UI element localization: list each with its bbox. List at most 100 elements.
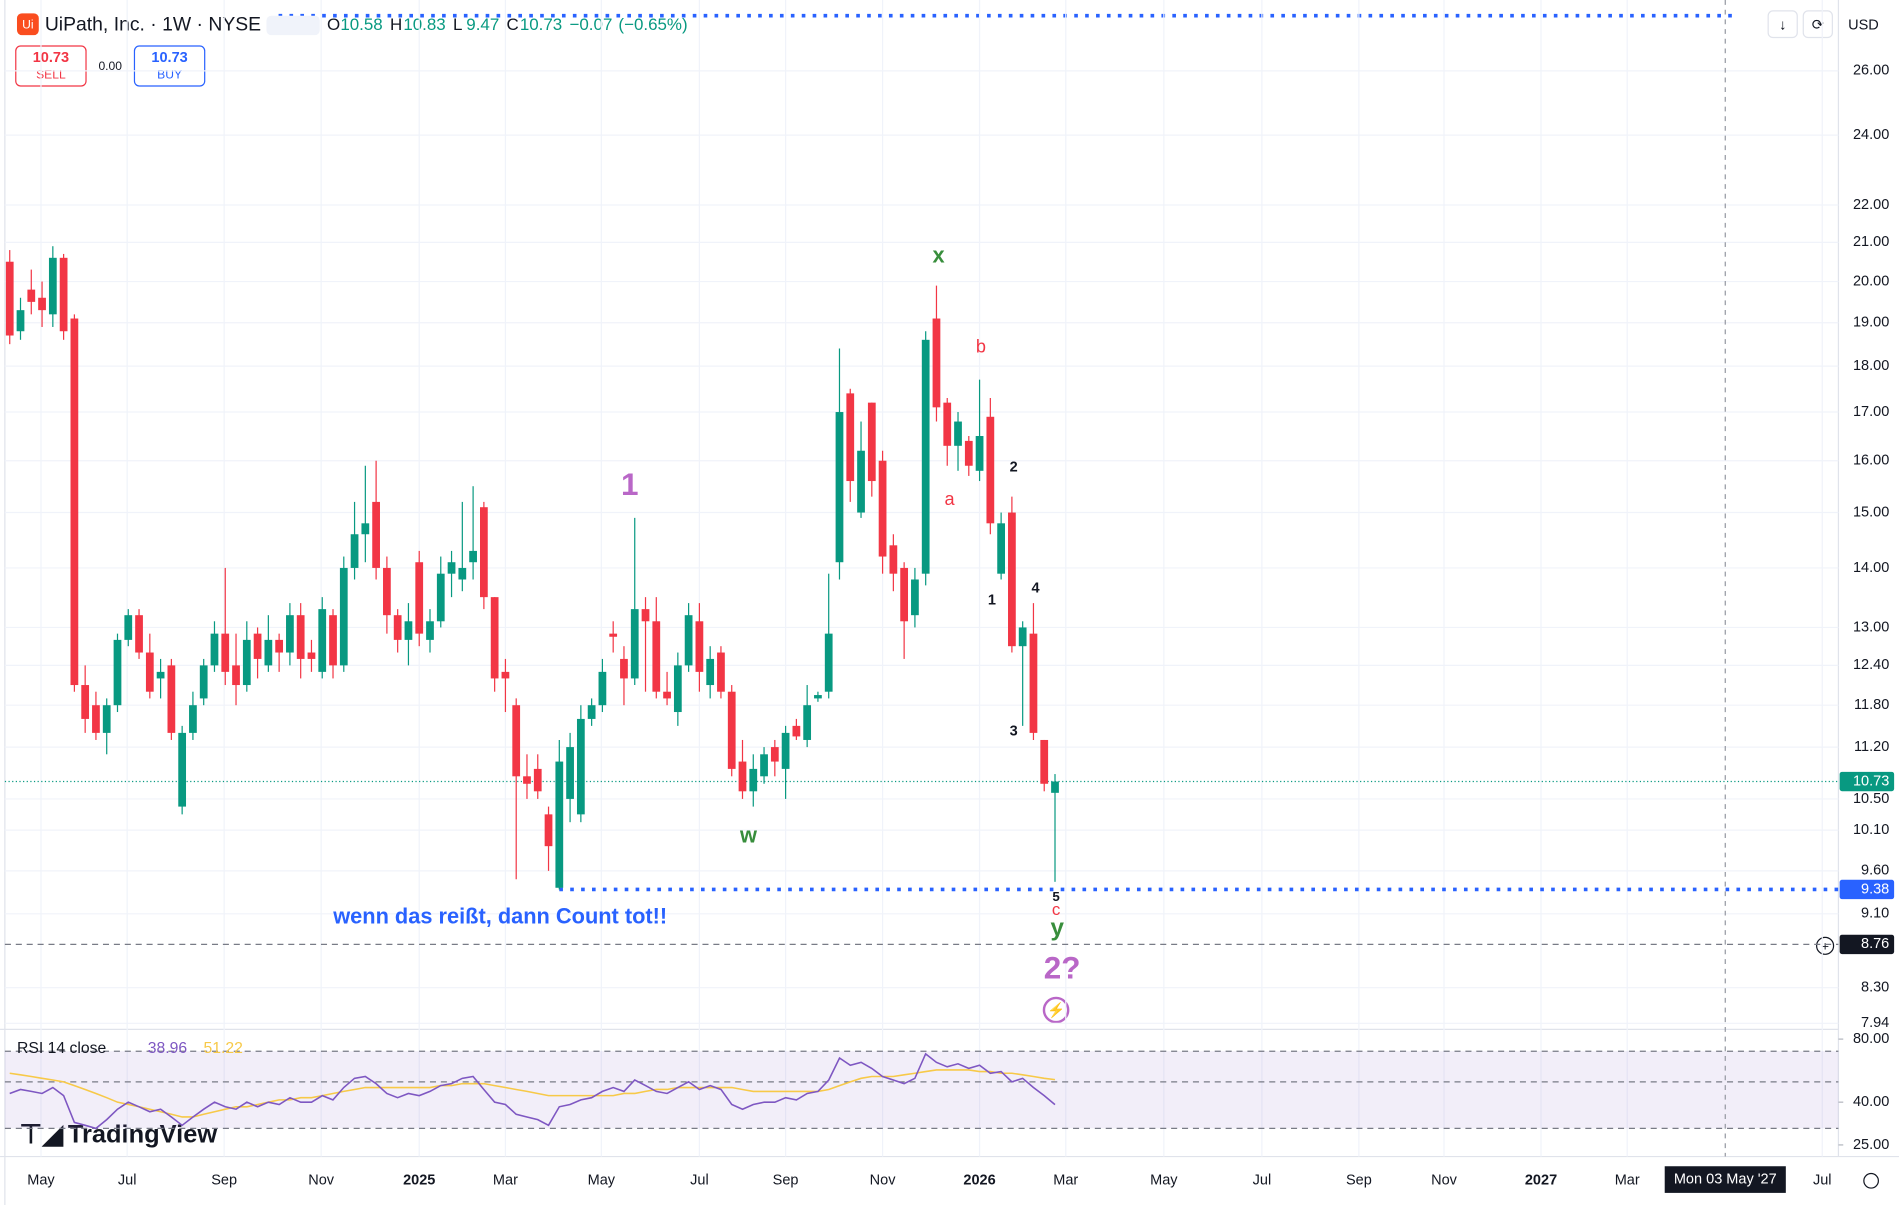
rsi-ma-value: 51.22	[203, 1040, 242, 1057]
candle-body	[469, 550, 477, 563]
plus-icon[interactable]	[1816, 936, 1835, 955]
y-tick-label: 24.00	[1853, 127, 1889, 143]
candle-body	[38, 297, 46, 311]
candle-body	[124, 615, 133, 640]
x-tick-label: Nov	[870, 1173, 897, 1189]
settings-icon[interactable]	[1863, 1172, 1879, 1189]
annotation: 2	[1010, 459, 1018, 475]
y-tick-label: 26.00	[1853, 63, 1889, 79]
candle-body	[1040, 739, 1049, 784]
candle-body	[533, 768, 542, 792]
candle-body	[749, 768, 758, 792]
candle-body	[566, 747, 574, 799]
ohlc-letter: O	[327, 15, 340, 34]
spread: 0.00	[98, 59, 122, 73]
candle-body	[92, 705, 100, 733]
y-tick-label: 20.00	[1853, 273, 1889, 289]
candle-body	[458, 567, 467, 580]
candle-body	[760, 754, 768, 777]
candle-body	[318, 609, 327, 672]
candle-body	[523, 776, 531, 784]
x-tick-label: 2025	[403, 1173, 435, 1189]
buy-button[interactable]	[133, 45, 206, 87]
rsi-ma-line	[9, 1069, 1056, 1118]
candle-body	[1008, 512, 1016, 647]
candle-body	[232, 665, 240, 686]
indicator-badge[interactable]	[266, 15, 320, 36]
candle-body	[210, 633, 219, 666]
y-tick-label: 12.40	[1853, 657, 1889, 673]
candle-body	[404, 621, 413, 640]
support-label: 9.38	[1861, 881, 1889, 897]
candle-body	[253, 633, 262, 659]
y-tick-label: 21.00	[1853, 234, 1889, 250]
annotation: 3	[1010, 723, 1018, 739]
candle-body	[479, 507, 488, 598]
candle-body	[264, 639, 273, 666]
candle-body	[426, 621, 434, 640]
candle-body	[738, 761, 747, 792]
x-tick-label: May	[588, 1173, 616, 1189]
candle-body	[189, 705, 197, 733]
y-tick-label: 11.20	[1854, 739, 1889, 755]
ohlc-value: 10.73	[520, 15, 562, 34]
y-tick-label: 16.00	[1853, 453, 1889, 469]
candle-body	[113, 639, 122, 706]
candle-body	[48, 257, 57, 315]
candle-body	[70, 318, 79, 686]
candle-body	[199, 665, 208, 699]
candle-body	[857, 450, 865, 513]
crosshair-label: Mon 03 May '27	[1674, 1171, 1777, 1187]
candle-body	[706, 658, 715, 686]
replay-icon: ⟳	[1812, 17, 1825, 33]
candle-body	[1018, 627, 1027, 647]
candle-body	[663, 691, 671, 699]
candle-body	[673, 665, 682, 713]
alert-bolt: ⚡	[1047, 1001, 1065, 1019]
x-tick-label: May	[1150, 1173, 1178, 1189]
logo-text: Ui	[22, 18, 33, 32]
candle-body	[835, 412, 844, 563]
top-right-controls: ↓ ⟳ USD	[1767, 10, 1879, 39]
candle-body	[641, 609, 650, 622]
change-pct: (−0.65%)	[618, 15, 687, 34]
candle-body	[1029, 633, 1038, 733]
candle-body	[156, 671, 165, 679]
ohlc-value: 9.47	[466, 15, 499, 34]
y-tick-label: 10.10	[1853, 822, 1889, 838]
candle-body	[652, 621, 661, 692]
candle-body	[878, 460, 887, 557]
candle-body	[911, 579, 919, 616]
currency[interactable]: USD	[1848, 17, 1879, 33]
download-button[interactable]	[1767, 10, 1798, 39]
candle-body	[415, 562, 424, 634]
candle-body	[501, 671, 510, 679]
candle-body	[932, 318, 941, 408]
ohlc-value: 10.83	[403, 15, 445, 34]
level-label-box	[1839, 934, 1895, 955]
alert-icon[interactable]	[1042, 996, 1070, 1024]
candle-body	[964, 440, 973, 466]
candle-body	[846, 393, 855, 482]
annotation: b	[976, 336, 986, 356]
sell-button[interactable]	[15, 45, 87, 87]
x-tick-label: Sep	[211, 1173, 237, 1189]
candle-body	[609, 633, 618, 637]
y-tick-label: 11.80	[1854, 697, 1889, 713]
replay-button[interactable]	[1802, 10, 1833, 39]
candle-body	[997, 523, 1005, 574]
rsi-tick-label: 40.00	[1853, 1094, 1889, 1110]
download-icon: ↓	[1779, 17, 1786, 33]
brand: ⊤◢ TradingView	[19, 1119, 217, 1149]
rsi-line	[9, 1052, 1056, 1130]
y-tick-label: 17.00	[1853, 404, 1889, 420]
y-tick-label: 22.00	[1853, 197, 1889, 213]
annotation: x	[933, 242, 945, 267]
candle-body	[555, 761, 564, 888]
y-tick-label: 7.94	[1861, 1015, 1889, 1031]
candle-body	[781, 732, 790, 769]
x-tick-label: Nov	[1431, 1173, 1458, 1189]
candle-body	[350, 534, 359, 568]
